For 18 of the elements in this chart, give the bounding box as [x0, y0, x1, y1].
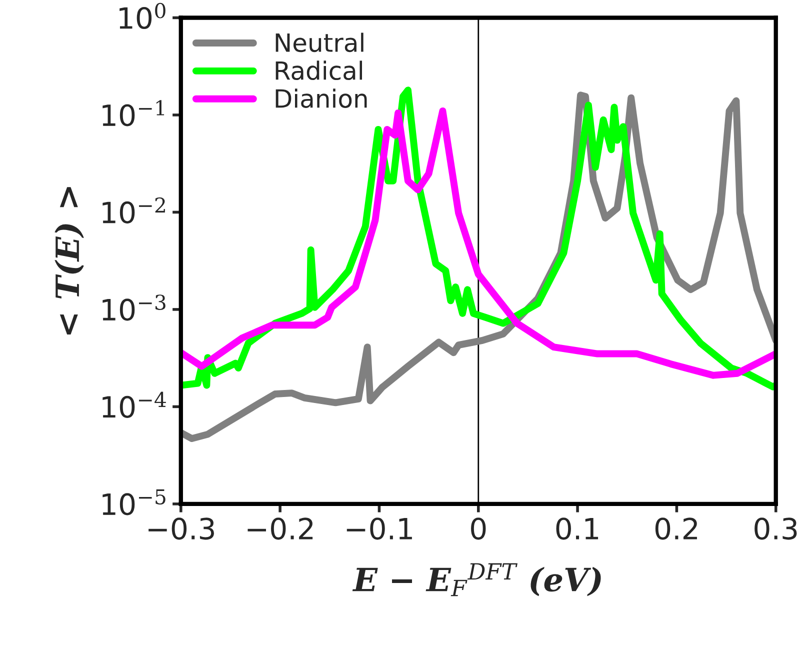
legend-label: Dianion [276, 88, 367, 108]
x-axis-title: E − E$_{F}$$^{DFT}$ (eV) [352, 563, 601, 596]
legend-label: Neutral [276, 32, 364, 52]
y-tick-label: 10$^{−5}$ [102, 489, 166, 516]
x-tick-label: 0.1 [556, 518, 598, 540]
legend-label: Radical [276, 60, 362, 80]
x-tick-label: 0 [471, 518, 486, 540]
x-tick-label: 0.3 [754, 518, 797, 540]
y-axis-title: < T(E) > [54, 187, 84, 335]
y-tick-label: 10$^{−2}$ [102, 197, 165, 224]
y-tick-label: 10$^{−3}$ [102, 294, 166, 321]
y-tick-label: 10$^{0}$ [120, 2, 166, 30]
y-tick-label: 10$^{−1}$ [102, 100, 164, 126]
x-tick-label: −0.2 [248, 518, 313, 540]
y-tick-label: 10$^{−4}$ [102, 392, 166, 418]
x-tick-label: −0.1 [346, 518, 412, 540]
x-tick-label: −0.3 [148, 518, 214, 540]
x-tick-label: 0.2 [655, 518, 697, 540]
